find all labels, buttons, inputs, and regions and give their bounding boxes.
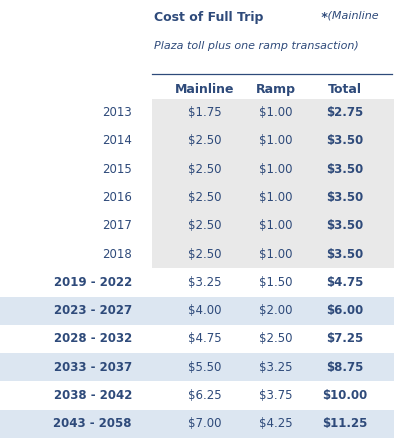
Text: $2.50: $2.50 <box>188 134 222 148</box>
Text: $2.50: $2.50 <box>188 219 222 232</box>
Text: $1.00: $1.00 <box>259 191 293 204</box>
Text: 2033 - 2037: 2033 - 2037 <box>54 361 132 374</box>
Text: $1.75: $1.75 <box>188 106 222 119</box>
Text: $1.00: $1.00 <box>259 163 293 176</box>
Text: $1.50: $1.50 <box>259 276 293 289</box>
Text: 2013: 2013 <box>102 106 132 119</box>
Text: 2028 - 2032: 2028 - 2032 <box>54 332 132 346</box>
Text: $1.00: $1.00 <box>259 106 293 119</box>
Text: $7.00: $7.00 <box>188 417 222 431</box>
Text: Mainline: Mainline <box>175 83 235 96</box>
Text: $6.00: $6.00 <box>326 304 363 317</box>
Text: $2.50: $2.50 <box>259 332 293 346</box>
Text: 2019 - 2022: 2019 - 2022 <box>54 276 132 289</box>
Text: $4.25: $4.25 <box>259 417 293 431</box>
Text: Plaza toll plus one ramp transaction): Plaza toll plus one ramp transaction) <box>154 41 359 51</box>
Text: $3.50: $3.50 <box>326 134 363 148</box>
Bar <box>0 410 152 438</box>
Text: $4.75: $4.75 <box>188 332 222 346</box>
Text: $3.50: $3.50 <box>326 191 363 204</box>
Text: 2043 - 2058: 2043 - 2058 <box>54 417 132 431</box>
Text: $3.75: $3.75 <box>259 389 293 402</box>
Bar <box>152 240 394 268</box>
Text: $3.25: $3.25 <box>259 361 293 374</box>
Text: 2023 - 2027: 2023 - 2027 <box>54 304 132 317</box>
Text: Total: Total <box>328 83 362 96</box>
Bar <box>152 155 394 184</box>
Text: Cost of Full Trip: Cost of Full Trip <box>154 11 263 24</box>
Text: *: * <box>317 11 328 24</box>
Text: $1.00: $1.00 <box>259 219 293 232</box>
Text: $3.25: $3.25 <box>188 276 222 289</box>
Text: $3.50: $3.50 <box>326 219 363 232</box>
Text: $7.25: $7.25 <box>326 332 363 346</box>
Bar <box>152 212 394 240</box>
Text: $2.50: $2.50 <box>188 247 222 261</box>
Bar <box>152 410 394 438</box>
Text: Ramp: Ramp <box>256 83 296 96</box>
Text: $11.25: $11.25 <box>322 417 368 431</box>
Text: $4.75: $4.75 <box>326 276 363 289</box>
Text: $2.00: $2.00 <box>259 304 293 317</box>
Text: 2014: 2014 <box>102 134 132 148</box>
Text: $1.00: $1.00 <box>259 134 293 148</box>
Bar <box>152 99 394 127</box>
Text: $2.50: $2.50 <box>188 191 222 204</box>
Text: $2.75: $2.75 <box>326 106 363 119</box>
Bar <box>152 353 394 381</box>
Text: $5.50: $5.50 <box>188 361 221 374</box>
Text: $3.50: $3.50 <box>326 247 363 261</box>
Text: $1.00: $1.00 <box>259 247 293 261</box>
Text: 2017: 2017 <box>102 219 132 232</box>
Text: $4.00: $4.00 <box>188 304 222 317</box>
Text: $8.75: $8.75 <box>326 361 363 374</box>
Text: (Mainline: (Mainline <box>324 11 379 21</box>
Text: 2016: 2016 <box>102 191 132 204</box>
Text: 2018: 2018 <box>102 247 132 261</box>
Bar <box>152 127 394 155</box>
Text: 2015: 2015 <box>102 163 132 176</box>
Text: $10.00: $10.00 <box>322 389 367 402</box>
Text: $6.25: $6.25 <box>188 389 222 402</box>
Bar <box>152 184 394 212</box>
Bar <box>152 297 394 325</box>
Bar <box>0 297 152 325</box>
Text: 2038 - 2042: 2038 - 2042 <box>54 389 132 402</box>
Text: $3.50: $3.50 <box>326 163 363 176</box>
Bar <box>0 353 152 381</box>
Text: $2.50: $2.50 <box>188 163 222 176</box>
